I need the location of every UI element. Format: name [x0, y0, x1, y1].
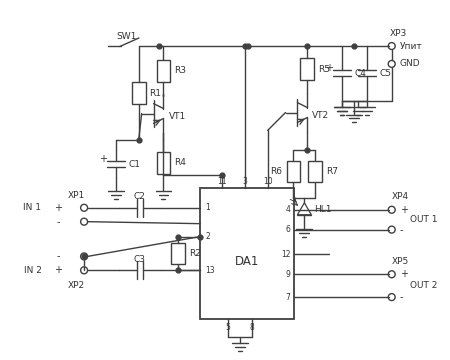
Text: R6: R6	[270, 167, 283, 176]
Text: 4: 4	[286, 205, 291, 214]
Bar	[301, 58, 314, 80]
Text: 8: 8	[249, 323, 254, 332]
Text: C5: C5	[380, 69, 392, 78]
Text: 2: 2	[205, 232, 210, 241]
Circle shape	[81, 204, 88, 211]
Text: IN 2: IN 2	[23, 266, 41, 275]
Circle shape	[81, 253, 88, 260]
Text: XP3: XP3	[390, 29, 407, 38]
Text: +: +	[400, 205, 408, 215]
Circle shape	[81, 267, 88, 274]
Text: R2: R2	[189, 249, 201, 258]
Text: +: +	[400, 269, 408, 279]
Text: XP2: XP2	[68, 281, 85, 290]
Circle shape	[388, 294, 395, 301]
Bar	[200, 188, 294, 319]
Text: +: +	[54, 265, 62, 275]
Text: C3: C3	[134, 255, 146, 264]
Text: -: -	[57, 251, 60, 261]
Text: DA1: DA1	[235, 255, 260, 268]
Text: R7: R7	[326, 167, 338, 176]
Text: IN 1: IN 1	[23, 203, 41, 212]
Bar	[308, 161, 322, 183]
Text: R3: R3	[175, 66, 186, 75]
Text: HL1: HL1	[314, 205, 332, 214]
Text: -: -	[57, 217, 60, 227]
Text: OUT 2: OUT 2	[410, 281, 437, 290]
Circle shape	[388, 226, 395, 233]
Text: XP4: XP4	[392, 192, 409, 201]
Text: XP5: XP5	[392, 257, 409, 266]
Text: SW1: SW1	[117, 32, 137, 41]
Text: R4: R4	[175, 158, 186, 167]
Text: 11: 11	[217, 177, 227, 186]
Text: -: -	[400, 292, 403, 302]
Text: R5: R5	[318, 65, 330, 74]
Text: 5: 5	[225, 323, 230, 332]
Bar	[157, 152, 171, 174]
Text: 7: 7	[286, 293, 291, 302]
Text: C2: C2	[134, 192, 146, 201]
Text: 12: 12	[281, 250, 291, 259]
Circle shape	[388, 271, 395, 278]
Circle shape	[388, 206, 395, 213]
Text: C1: C1	[129, 159, 141, 168]
Bar	[171, 243, 185, 264]
Text: R1: R1	[149, 89, 162, 98]
Text: C4: C4	[355, 69, 367, 78]
Text: 6: 6	[286, 225, 291, 234]
Text: 10: 10	[263, 177, 273, 186]
Text: +: +	[54, 203, 62, 213]
Bar	[132, 82, 146, 104]
Text: VT2: VT2	[312, 111, 329, 120]
Text: GND: GND	[400, 59, 420, 68]
Text: VT1: VT1	[168, 112, 186, 121]
Circle shape	[81, 218, 88, 225]
Text: +: +	[325, 63, 333, 73]
Circle shape	[388, 42, 395, 50]
Text: -: -	[400, 225, 403, 235]
Circle shape	[388, 60, 395, 67]
Bar	[287, 161, 301, 183]
Text: Упит: Упит	[400, 41, 423, 50]
Text: XP1: XP1	[68, 192, 85, 201]
Text: +: +	[99, 154, 107, 164]
Text: 13: 13	[205, 266, 215, 275]
Text: OUT 1: OUT 1	[410, 215, 437, 224]
Text: 3: 3	[243, 177, 248, 186]
Text: 9: 9	[286, 270, 291, 279]
Bar	[157, 60, 171, 82]
Text: 1: 1	[205, 203, 210, 212]
